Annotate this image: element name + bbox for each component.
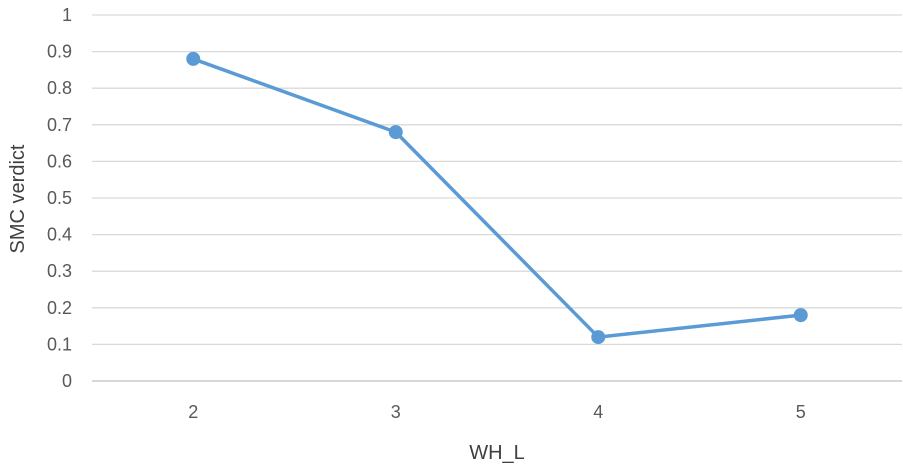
x-tick-label: 5 <box>796 402 806 422</box>
data-point <box>793 308 808 323</box>
x-tick-label: 3 <box>391 402 401 422</box>
y-tick-label: 0.2 <box>47 298 72 318</box>
data-point <box>388 125 403 140</box>
y-tick-label: 0.7 <box>47 115 72 135</box>
y-axis-ticks: 0 0.1 0.2 0.3 0.4 0.5 0.6 0.7 0.8 0.9 1 <box>47 5 72 391</box>
y-tick-label: 0.1 <box>47 334 72 354</box>
y-tick-label: 0.4 <box>47 225 72 245</box>
series-line <box>191 57 803 339</box>
y-tick-label: 0.8 <box>47 78 72 98</box>
data-point <box>591 330 606 345</box>
data-point <box>186 51 201 66</box>
y-tick-label: 0.9 <box>47 42 72 62</box>
y-tick-label: 0.5 <box>47 188 72 208</box>
y-tick-label: 1 <box>62 5 72 25</box>
y-tick-label: 0 <box>62 371 72 391</box>
y-tick-label: 0.3 <box>47 261 72 281</box>
gridlines <box>92 14 902 382</box>
x-axis-ticks: 2 3 4 5 <box>188 402 806 422</box>
y-tick-label: 0.6 <box>47 151 72 171</box>
x-tick-label: 4 <box>593 402 603 422</box>
x-tick-label: 2 <box>188 402 198 422</box>
series-group <box>186 51 808 345</box>
x-axis-title: WH_L <box>469 442 525 464</box>
y-axis-title: SMC verdict <box>7 144 29 253</box>
